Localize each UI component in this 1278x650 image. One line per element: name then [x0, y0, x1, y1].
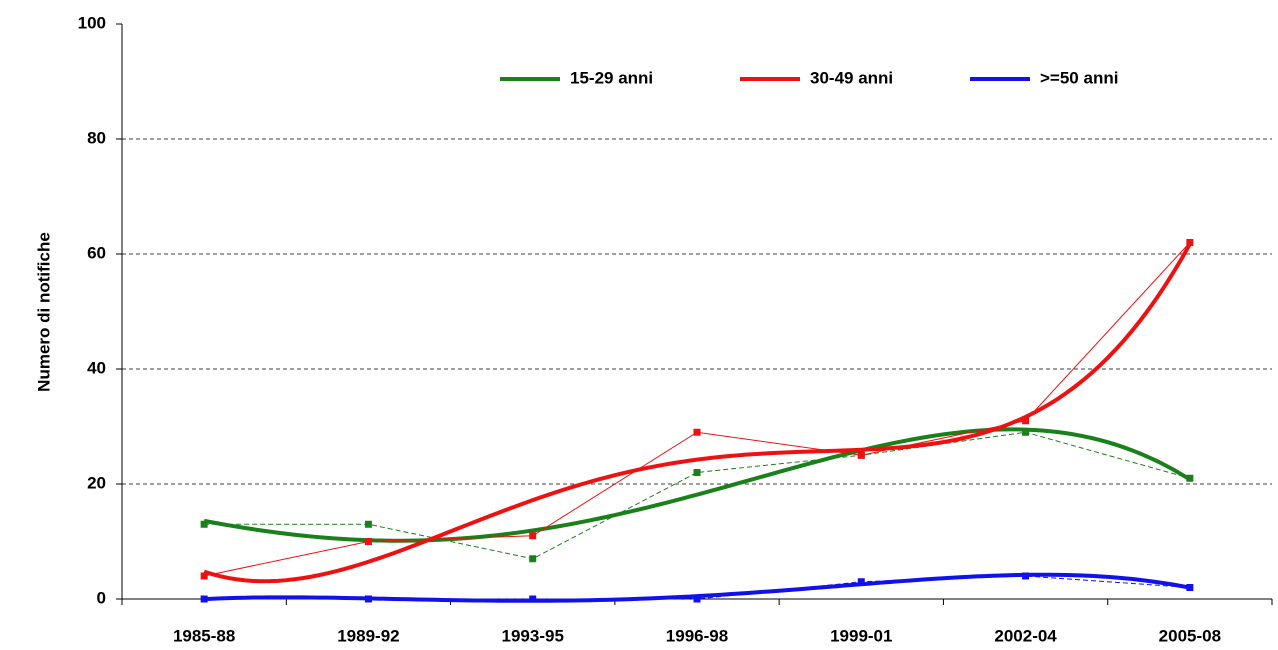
point-marker: [1022, 428, 1030, 436]
x-tick-label: 1999-01: [830, 626, 892, 645]
point-marker: [364, 538, 372, 545]
y-tick-label: 80: [87, 128, 106, 147]
legend-label: 15-29 anni: [570, 68, 653, 87]
y-tick-label: 0: [97, 588, 106, 607]
y-tick-label: 100: [78, 13, 106, 32]
point-marker: [529, 555, 537, 563]
point-marker: [857, 451, 865, 459]
legend-label: >=50 anni: [1040, 68, 1118, 87]
legend-label: 30-49 anni: [810, 68, 893, 87]
trend-line: [203, 243, 1192, 584]
point-marker: [364, 520, 372, 528]
point-marker: [693, 428, 701, 436]
y-tick-label: 60: [87, 243, 106, 262]
x-tick-label: 2005-08: [1159, 626, 1221, 645]
x-tick-label: 1985-88: [173, 626, 235, 645]
x-tick-label: 1996-98: [666, 626, 728, 645]
y-tick-label: 40: [87, 358, 106, 377]
point-marker: [1022, 417, 1030, 425]
x-tick-label: 2002-04: [994, 626, 1057, 645]
point-marker: [1186, 239, 1194, 246]
trend-line: [204, 572, 1191, 603]
x-tick-label: 1989-92: [337, 626, 399, 645]
point-marker: [200, 572, 208, 580]
point-marker: [529, 532, 537, 540]
point-marker: [693, 469, 701, 476]
x-tick-label: 1993-95: [502, 626, 564, 645]
y-tick-label: 20: [87, 473, 106, 492]
point-marker: [857, 578, 865, 586]
y-axis-label: Numero di notifiche: [34, 232, 53, 392]
point-marker: [693, 595, 701, 603]
point-marker: [200, 520, 208, 528]
